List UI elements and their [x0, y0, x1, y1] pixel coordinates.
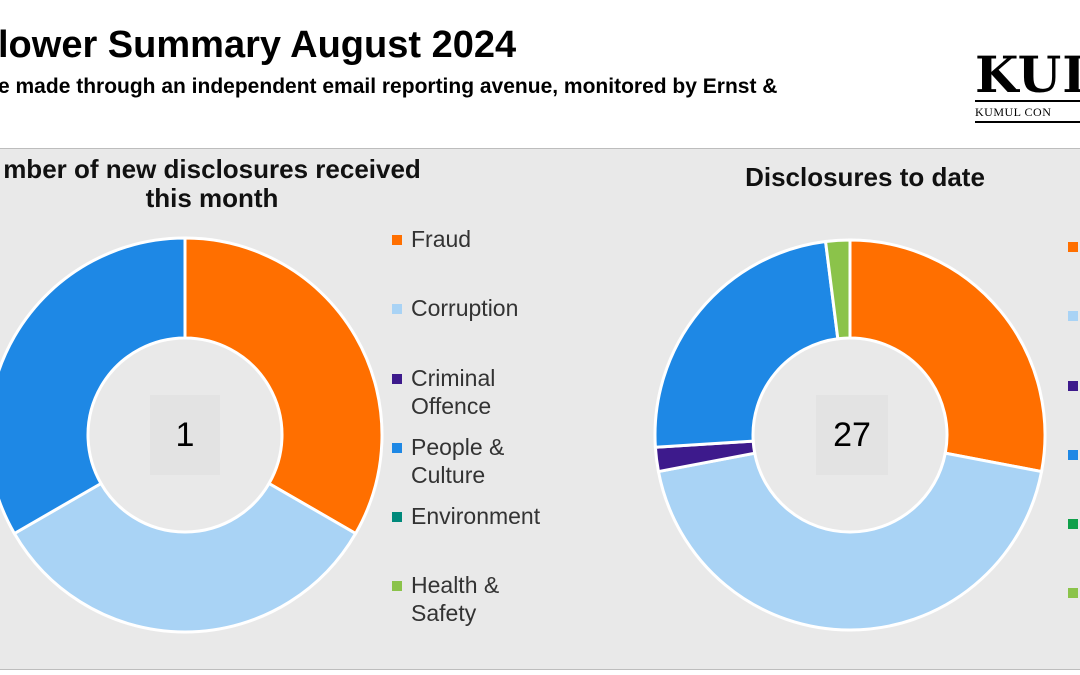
legend-label-fraud: Fraud — [411, 226, 472, 252]
right-legend-swatch-criminal-offence — [1068, 381, 1078, 391]
logo-wordmark: KUI — [975, 50, 1080, 104]
legend-swatch-environment — [392, 512, 402, 522]
page-title: lower Summary August 2024 — [0, 24, 517, 66]
new-disclosures-slice-fraud — [183, 236, 384, 536]
right-legend-swatch-environment — [1068, 519, 1078, 529]
legend-label-health-safety: Health & Safety — [411, 572, 500, 626]
logo-subtitle: KUMUL CON — [975, 105, 1052, 119]
to-date-slice-fraud — [848, 238, 1047, 474]
new-disclosures-slice-people-culture — [0, 236, 187, 536]
logo-rule-top — [975, 100, 1080, 102]
legend-swatch-people-culture — [392, 443, 402, 453]
left-chart-title-line-2: this month — [145, 183, 279, 213]
new-disclosures-total: 1 — [150, 395, 220, 475]
legend-swatch-fraud — [392, 235, 402, 245]
charts-panel: mber of new disclosures received this mo… — [0, 148, 1080, 670]
right-legend-swatch-fraud — [1068, 242, 1078, 252]
right-legend-swatch-people-culture — [1068, 450, 1078, 460]
to-date-slice-people-culture — [653, 239, 840, 449]
left-chart-title: mber of new disclosures received this mo… — [0, 155, 474, 213]
company-logo: KUI KUMUL CON — [973, 50, 1080, 124]
legend-swatch-corruption — [392, 304, 402, 314]
to-date-slice-health-safety — [823, 238, 852, 341]
page-subtitle: e made through an independent email repo… — [0, 75, 778, 98]
logo-rule-bottom — [975, 121, 1080, 123]
new-disclosures-donut — [0, 236, 384, 634]
legend-swatch-criminal-offence — [392, 374, 402, 384]
left-chart-title-line-1: mber of new disclosures received — [3, 154, 421, 184]
legend-swatch-health-safety — [392, 581, 402, 591]
disclosures-to-date-total: 27 — [816, 395, 888, 475]
right-legend-swatch-health-safety — [1068, 588, 1078, 598]
legend-label-environment: Environment — [411, 503, 541, 529]
legend-label-corruption: Corruption — [411, 295, 519, 321]
legend-label-people-culture: People & Culture — [411, 434, 505, 488]
to-date-slice-corruption — [656, 451, 1044, 632]
new-disclosures-slice-corruption — [12, 481, 358, 634]
disclosures-to-date-donut — [653, 238, 1047, 632]
legend-label-criminal-offence: Criminal Offence — [411, 365, 496, 419]
right-legend-swatch-corruption — [1068, 311, 1078, 321]
right-chart-title: Disclosures to date — [745, 162, 985, 192]
